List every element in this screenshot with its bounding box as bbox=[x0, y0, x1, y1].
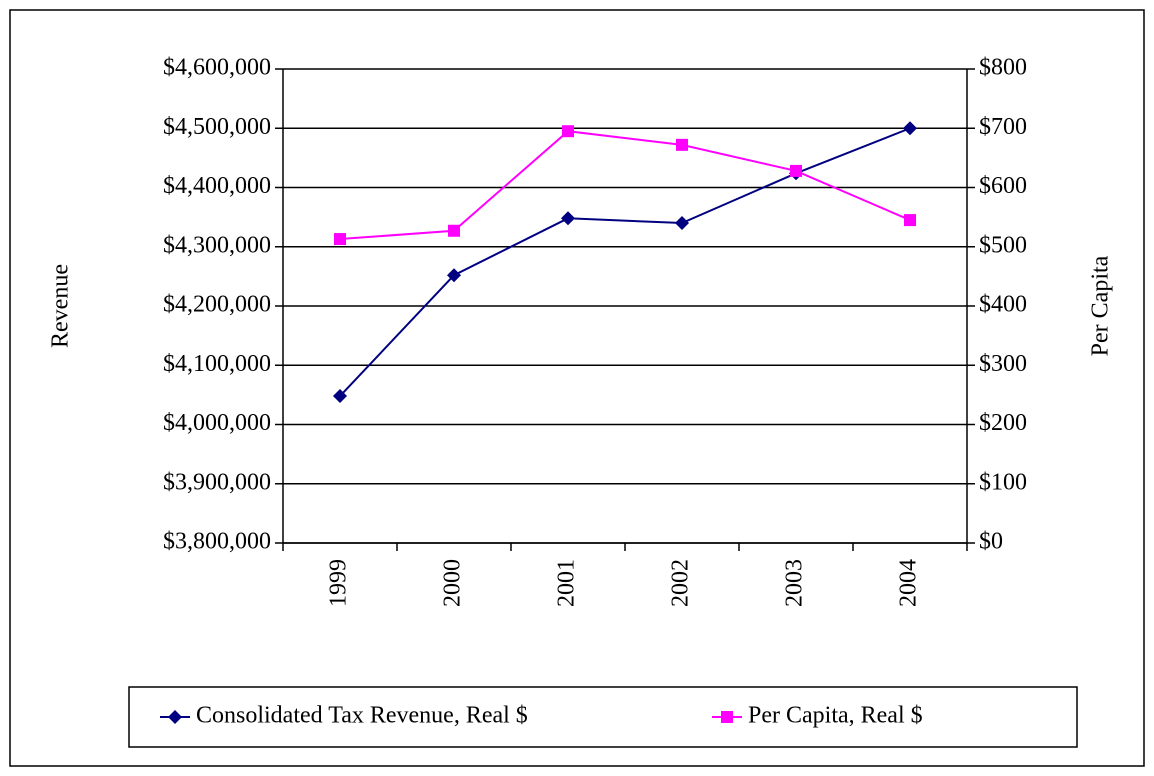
point bbox=[333, 389, 347, 404]
y-tick-label: $4,000,000 bbox=[163, 410, 271, 436]
x-tick-label: 2003 bbox=[782, 559, 808, 607]
y2-tick-label: $700 bbox=[979, 114, 1027, 140]
x-tick-label: 1999 bbox=[326, 559, 352, 607]
series-line bbox=[339, 127, 911, 397]
y-tick-label: $4,100,000 bbox=[163, 351, 271, 377]
point bbox=[903, 121, 917, 136]
point bbox=[334, 233, 346, 246]
point bbox=[562, 125, 574, 138]
y2-tick-label: $100 bbox=[979, 469, 1027, 495]
y-tick-label: $3,900,000 bbox=[163, 469, 271, 495]
y2-tick-label: $600 bbox=[979, 173, 1027, 199]
point bbox=[447, 268, 461, 283]
legend-marker bbox=[721, 711, 733, 723]
point bbox=[675, 216, 689, 231]
y2-tick-label: $0 bbox=[979, 529, 1003, 555]
point bbox=[561, 211, 575, 226]
legend-marker bbox=[168, 710, 182, 724]
x-tick-label: 2004 bbox=[896, 559, 922, 607]
point bbox=[676, 138, 688, 151]
y-tick-label: $4,400,000 bbox=[163, 173, 271, 199]
x-tick-label: 2000 bbox=[440, 559, 466, 607]
point bbox=[448, 224, 460, 237]
y2-tick-label: $500 bbox=[979, 232, 1027, 258]
y-tick-label: $4,300,000 bbox=[163, 232, 271, 258]
series-line bbox=[339, 130, 911, 241]
y-axis-title: Revenue bbox=[48, 264, 74, 348]
legend-label: Consolidated Tax Revenue, Real $ bbox=[196, 703, 528, 729]
legend-box bbox=[128, 686, 1078, 748]
y-tick-label: $4,200,000 bbox=[163, 292, 271, 318]
y-tick-label: $4,500,000 bbox=[163, 114, 271, 140]
point bbox=[904, 214, 916, 227]
y2-tick-label: $800 bbox=[979, 55, 1027, 81]
y2-tick-label: $400 bbox=[979, 292, 1027, 318]
y2-tick-label: $200 bbox=[979, 410, 1027, 436]
x-tick-label: 2001 bbox=[554, 559, 580, 607]
chart-border bbox=[9, 9, 1145, 767]
legend-label: Per Capita, Real $ bbox=[748, 703, 923, 729]
point bbox=[790, 164, 802, 177]
y2-axis-title: Per Capita bbox=[1088, 255, 1114, 356]
y-tick-label: $4,600,000 bbox=[163, 55, 271, 81]
y-tick-label: $3,800,000 bbox=[163, 529, 271, 555]
x-tick-label: 2002 bbox=[668, 559, 694, 607]
y2-tick-label: $300 bbox=[979, 351, 1027, 377]
